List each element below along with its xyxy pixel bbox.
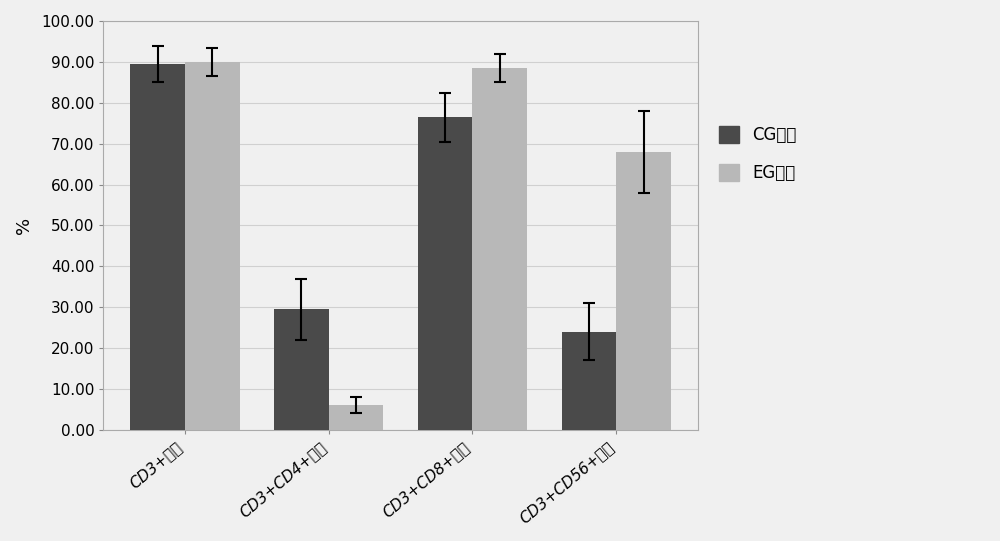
Bar bbox=[130, 64, 185, 430]
Bar bbox=[472, 68, 527, 430]
Y-axis label: %: % bbox=[15, 217, 33, 234]
Bar bbox=[562, 332, 616, 430]
Bar bbox=[329, 405, 383, 430]
Legend: CG培养, EG培养: CG培养, EG培养 bbox=[712, 119, 803, 189]
Bar bbox=[616, 152, 671, 430]
Bar bbox=[418, 117, 472, 430]
Bar bbox=[274, 309, 329, 430]
Bar bbox=[185, 62, 240, 430]
